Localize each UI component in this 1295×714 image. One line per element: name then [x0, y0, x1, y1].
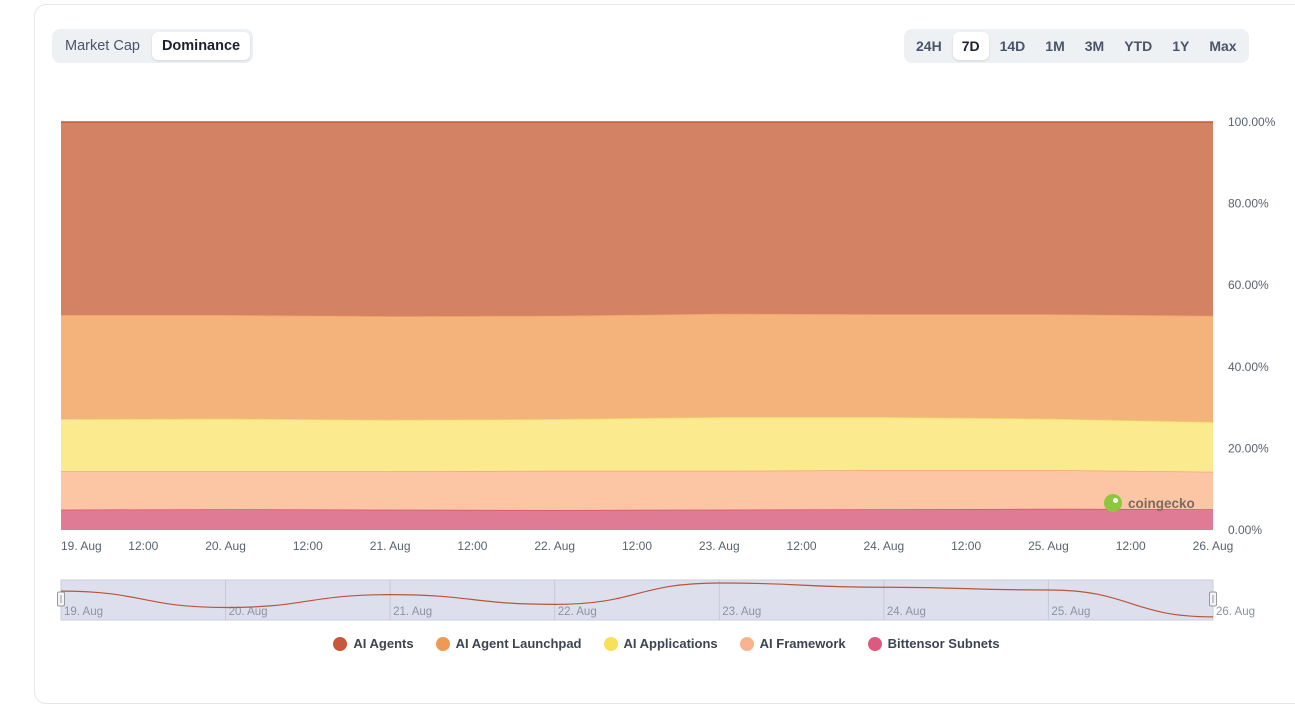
x-tick-label: 12:00 — [293, 539, 323, 553]
chart-legend: AI Agents AI Agent Launchpad AI Applicat… — [0, 636, 1295, 651]
range-1m-button[interactable]: 1M — [1036, 32, 1073, 60]
x-tick-label: 20. Aug — [205, 539, 246, 553]
y-tick-label: 100.00% — [1228, 115, 1276, 129]
navigator-series-line — [60, 582, 1214, 618]
area-ai-agent-launchpad — [61, 313, 1213, 422]
view-toggle: Market Cap Dominance — [52, 29, 254, 63]
x-tick-label: 19. Aug — [61, 539, 102, 553]
area-ai-framework — [61, 470, 1213, 510]
range-ytd-button[interactable]: YTD — [1115, 32, 1161, 60]
legend-dot-icon — [435, 636, 450, 651]
range-1y-button[interactable]: 1Y — [1163, 32, 1198, 60]
x-tick-label: 21. Aug — [370, 539, 411, 553]
coingecko-watermark: coingecko — [1104, 494, 1195, 512]
y-tick-label: 20.00% — [1228, 441, 1269, 455]
legend-item-ai-agents[interactable]: AI Agents — [333, 636, 414, 651]
x-tick-label: 12:00 — [622, 539, 652, 553]
range-7d-button[interactable]: 7D — [952, 32, 989, 60]
coingecko-logo-icon — [1104, 494, 1122, 512]
y-tick-label: 80.00% — [1228, 197, 1269, 211]
legend-item-ai-agent-launchpad[interactable]: AI Agent Launchpad — [435, 636, 582, 651]
y-tick-label: 0.00% — [1228, 523, 1262, 537]
area-ai-agents — [61, 122, 1213, 317]
legend-dot-icon — [867, 636, 882, 651]
legend-dot-icon — [603, 636, 618, 651]
range-14d-button[interactable]: 14D — [991, 32, 1035, 60]
x-tick-label: 12:00 — [787, 539, 817, 553]
legend-label: Bittensor Subnets — [887, 636, 1000, 651]
legend-dot-icon — [739, 636, 754, 651]
legend-label: AI Framework — [759, 636, 846, 651]
x-tick-label: 12:00 — [128, 539, 158, 553]
legend-item-ai-framework[interactable]: AI Framework — [739, 636, 846, 651]
navigator-label: 25. Aug — [1051, 606, 1090, 618]
watermark-text: coingecko — [1128, 495, 1195, 511]
navigator-label: 24. Aug — [887, 606, 926, 618]
navigator-label: 23. Aug — [722, 606, 761, 618]
market-cap-tab[interactable]: Market Cap — [55, 32, 150, 60]
range-24h-button[interactable]: 24H — [907, 32, 951, 60]
navigator-label: 26. Aug — [1216, 606, 1255, 618]
navigator-label: 21. Aug — [393, 606, 432, 618]
x-tick-label: 12:00 — [951, 539, 981, 553]
range-selector: 24H 7D 14D 1M 3M YTD 1Y Max — [904, 29, 1249, 63]
y-tick-label: 60.00% — [1228, 278, 1269, 292]
legend-item-ai-applications[interactable]: AI Applications — [603, 636, 718, 651]
legend-label: AI Applications — [623, 636, 718, 651]
area-bittensor-subnets — [61, 508, 1213, 530]
navigator-label: 19. Aug — [64, 606, 103, 618]
y-tick-label: 40.00% — [1228, 360, 1269, 374]
legend-label: AI Agent Launchpad — [455, 636, 582, 651]
area-ai-applications — [61, 417, 1213, 472]
x-tick-label: 23. Aug — [699, 539, 740, 553]
x-tick-label: 25. Aug — [1028, 539, 1069, 553]
x-tick-label: 22. Aug — [534, 539, 575, 553]
legend-dot-icon — [333, 636, 348, 651]
range-max-button[interactable]: Max — [1200, 32, 1245, 60]
legend-item-bittensor-subnets[interactable]: Bittensor Subnets — [867, 636, 1000, 651]
x-tick-label: 24. Aug — [863, 539, 904, 553]
navigator-label: 22. Aug — [558, 606, 597, 618]
x-tick-label: 26. Aug — [1193, 539, 1234, 553]
x-tick-label: 12:00 — [457, 539, 487, 553]
navigator-label: 20. Aug — [229, 606, 268, 618]
legend-label: AI Agents — [353, 636, 414, 651]
dominance-tab[interactable]: Dominance — [151, 32, 251, 60]
x-tick-label: 12:00 — [1116, 539, 1146, 553]
range-3m-button[interactable]: 3M — [1076, 32, 1113, 60]
